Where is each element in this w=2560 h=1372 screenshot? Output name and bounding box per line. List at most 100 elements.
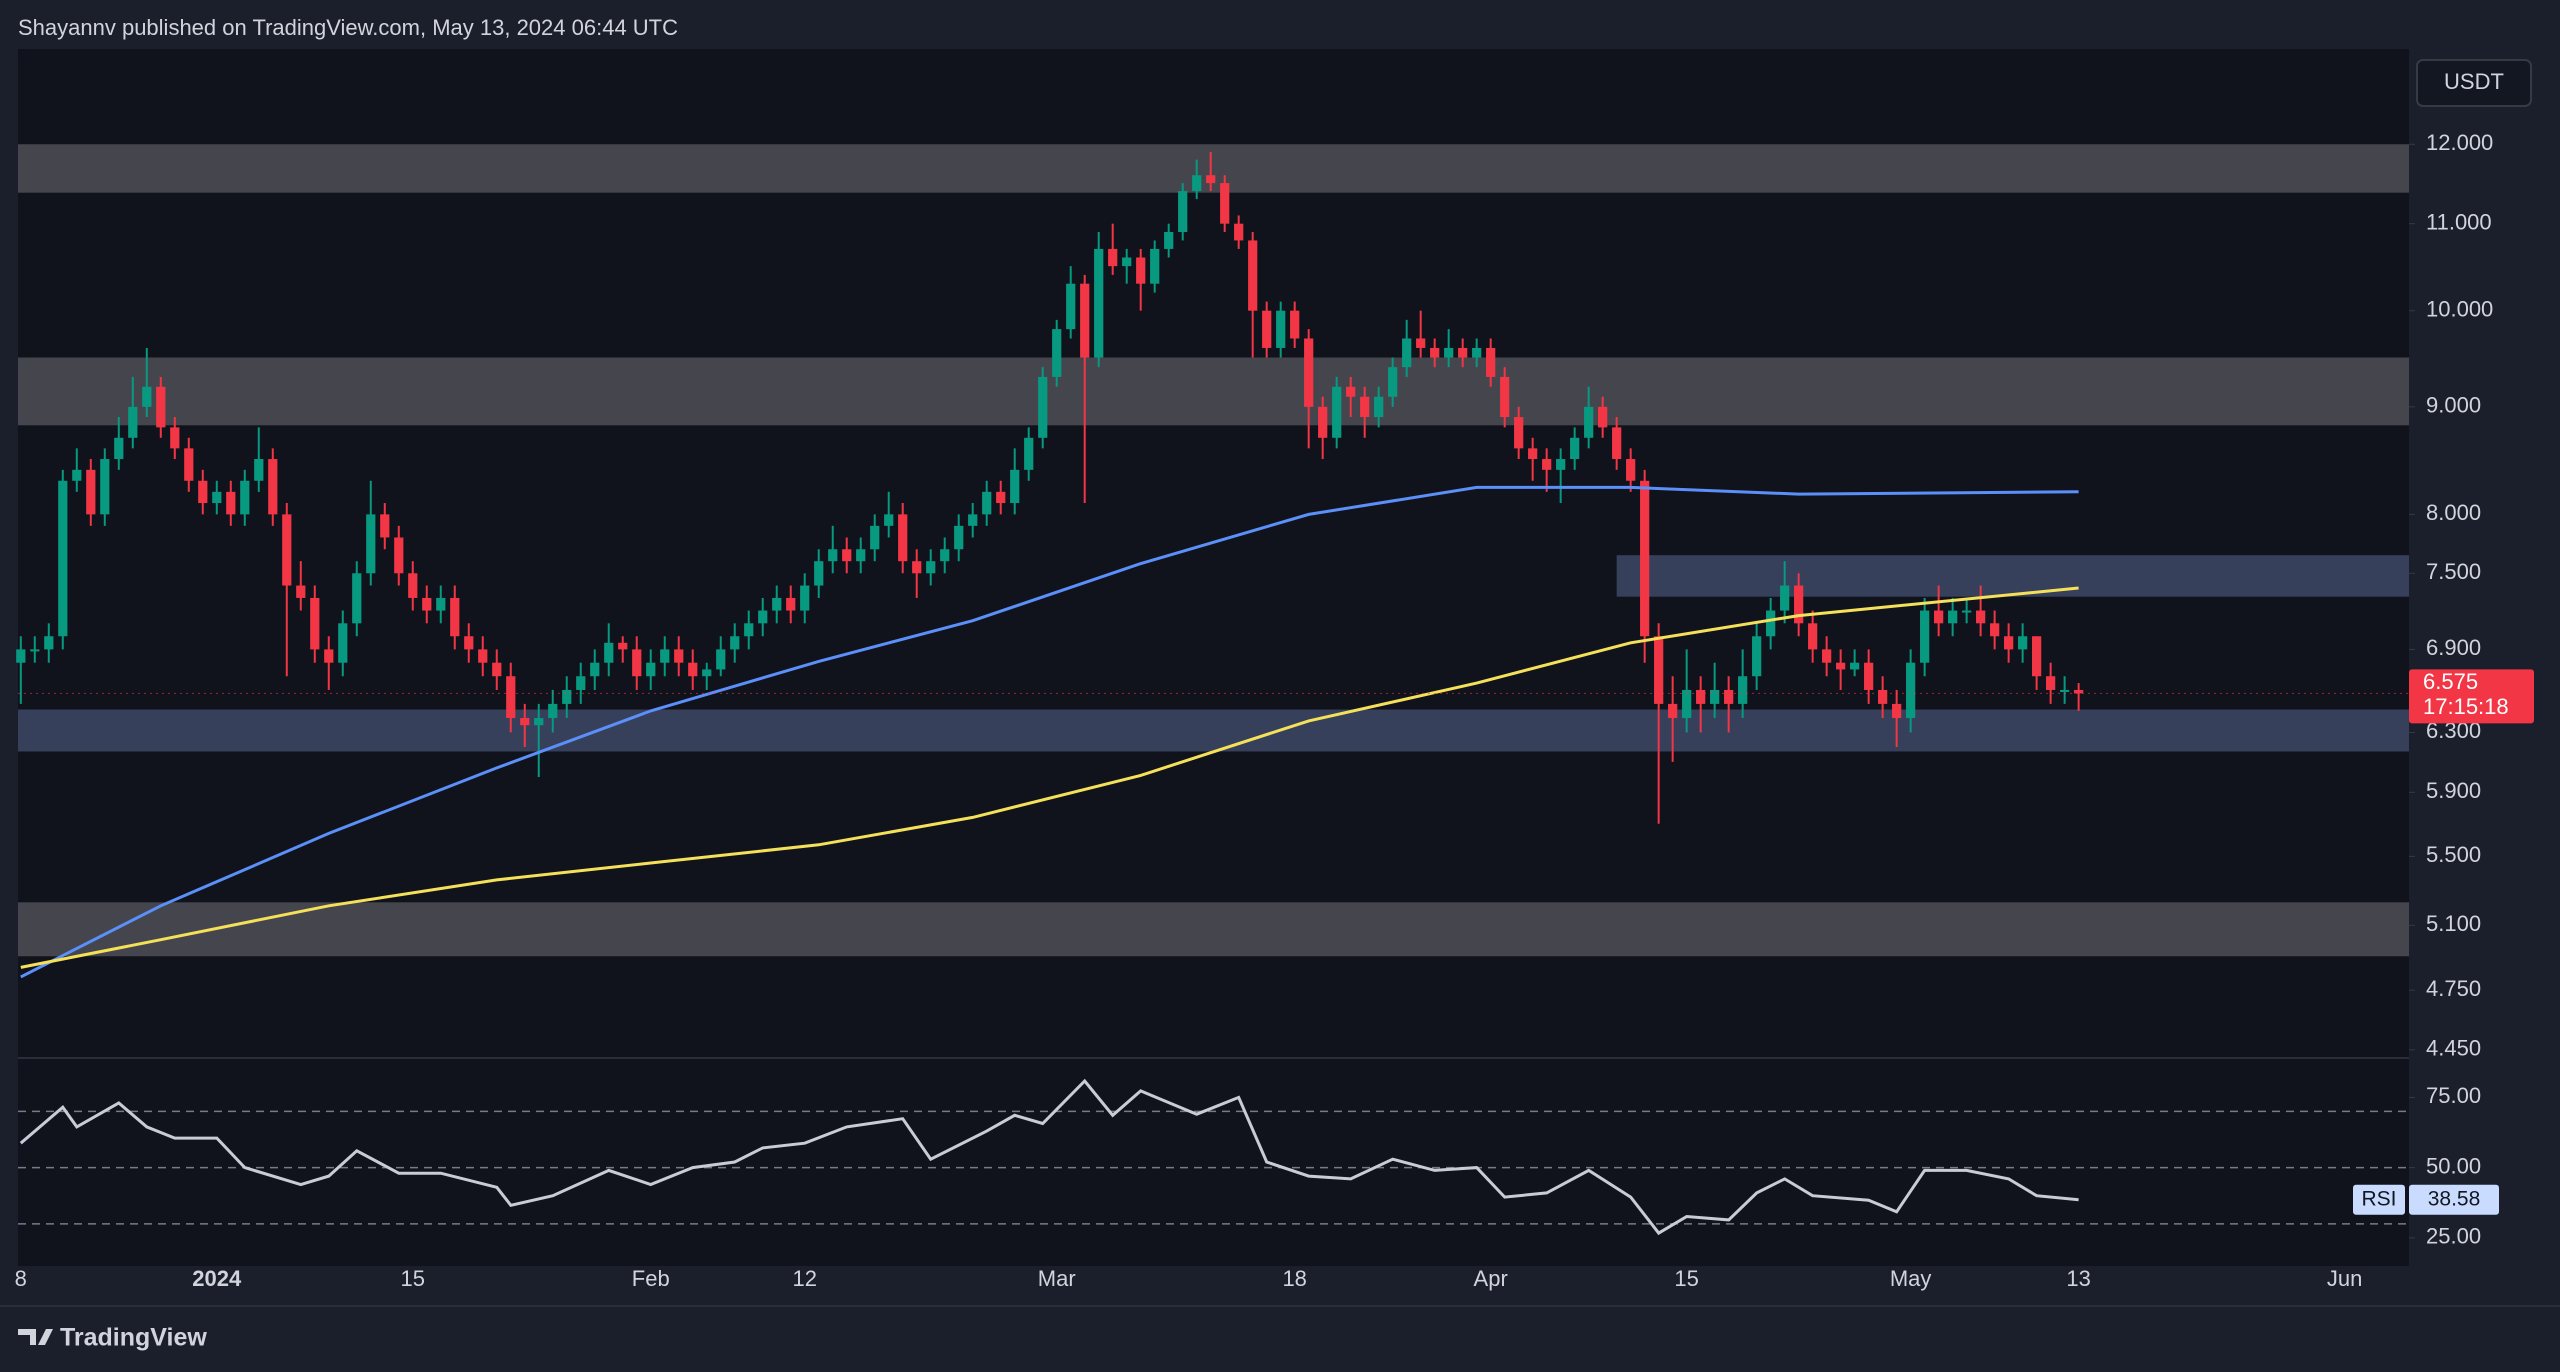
candle-body xyxy=(114,437,124,460)
candle-body xyxy=(268,459,278,515)
candle-body xyxy=(842,549,852,562)
candle-body xyxy=(86,469,96,515)
candle-body xyxy=(758,610,768,624)
candle-body xyxy=(1192,175,1202,192)
candle-body xyxy=(1178,191,1188,233)
currency-label[interactable]: USDT xyxy=(2444,69,2504,94)
candle-body xyxy=(1920,610,1930,663)
candle-body xyxy=(422,597,432,611)
candle-body xyxy=(478,649,488,663)
candle-body xyxy=(30,649,40,652)
candle-body xyxy=(436,597,446,611)
candle-body xyxy=(142,386,152,407)
rsi-y-tick-label: 75.00 xyxy=(2426,1083,2481,1108)
candle-body xyxy=(1038,376,1048,438)
price-label-box xyxy=(2409,669,2534,724)
candle-body xyxy=(1066,283,1076,330)
x-tick-label: 2024 xyxy=(192,1266,242,1291)
candle-body xyxy=(72,469,82,481)
candle-body xyxy=(338,623,348,663)
candle-body xyxy=(744,623,754,637)
rsi-y-tick-label: 50.00 xyxy=(2426,1153,2481,1178)
candle-body xyxy=(1094,248,1104,358)
candle-body xyxy=(898,514,908,562)
rsi-y-tick-label: 25.00 xyxy=(2426,1224,2481,1249)
candle-body xyxy=(632,649,642,677)
currency-button[interactable] xyxy=(2416,59,2532,107)
candle-body xyxy=(1612,427,1622,460)
y-tick-label: 7.500 xyxy=(2426,559,2481,584)
price-label: 6.575 xyxy=(2423,669,2478,694)
candle-body xyxy=(688,662,698,677)
candle-body xyxy=(1206,175,1216,184)
x-tick-label: May xyxy=(1890,1266,1932,1291)
x-tick-label: 15 xyxy=(401,1266,425,1291)
candle-body xyxy=(1528,448,1538,460)
y-tick-label: 12.000 xyxy=(2426,130,2493,155)
moving-average-line xyxy=(20,485,2079,979)
candle-body xyxy=(1640,480,1650,637)
plot-background xyxy=(18,49,2409,1266)
candle-body xyxy=(562,689,572,704)
candle-body xyxy=(786,597,796,611)
rsi-name-box xyxy=(2353,1184,2405,1215)
candle-body xyxy=(1514,417,1524,449)
candle-body xyxy=(1542,459,1552,470)
y-tick-label: 9.000 xyxy=(2426,393,2481,418)
candle-body xyxy=(1556,459,1566,470)
candle-body xyxy=(2004,636,2014,650)
rsi-name: RSI xyxy=(2361,1187,2396,1210)
candle-body xyxy=(296,585,306,598)
y-tick-label: 5.100 xyxy=(2426,911,2481,936)
candle-body xyxy=(1360,396,1370,418)
candle-body xyxy=(1682,689,1692,719)
candle-body xyxy=(982,491,992,515)
candle-body xyxy=(1570,437,1580,460)
candle-body xyxy=(1276,310,1286,348)
candle-body xyxy=(1836,662,1846,670)
y-tick-label: 4.750 xyxy=(2426,976,2481,1001)
candle-body xyxy=(1668,703,1678,719)
candle-body xyxy=(1780,585,1790,611)
candle-body xyxy=(394,537,404,574)
candle-body xyxy=(1234,223,1244,241)
x-tick-label: Apr xyxy=(1474,1266,1508,1291)
candle-body xyxy=(1458,347,1468,358)
zone xyxy=(18,357,2409,426)
candle-body xyxy=(618,642,628,650)
candle-body xyxy=(800,585,810,611)
candle-body xyxy=(1990,623,2000,637)
candle-body xyxy=(1472,347,1482,358)
candle-body xyxy=(996,491,1006,504)
candle-body xyxy=(1976,610,1986,624)
candle-body xyxy=(212,491,222,504)
candle-body xyxy=(1290,310,1300,339)
candle-body xyxy=(534,718,544,726)
logo-icon[interactable] xyxy=(18,1329,53,1345)
header-text: Shayannv published on TradingView.com, M… xyxy=(18,15,678,40)
x-tick-label: 12 xyxy=(792,1266,816,1291)
candle-body xyxy=(870,525,880,550)
candle-body xyxy=(2060,689,2070,692)
tradingview-logo[interactable]: TradingView xyxy=(18,1324,207,1352)
candle-body xyxy=(1332,386,1342,438)
candle-body xyxy=(1864,662,1874,690)
logo-text[interactable]: TradingView xyxy=(60,1324,207,1352)
candle-body xyxy=(156,386,166,428)
candle-body xyxy=(1430,347,1440,358)
candle-body xyxy=(1220,183,1230,224)
candle-body xyxy=(44,636,54,650)
candle-body xyxy=(1878,689,1888,704)
x-tick-label: Mar xyxy=(1038,1266,1076,1291)
candle-body xyxy=(1304,338,1314,407)
candle-body xyxy=(1934,610,1944,624)
candle-body xyxy=(576,676,586,690)
candle-body xyxy=(814,561,824,586)
candle-body xyxy=(1892,703,1902,719)
candle-body xyxy=(1654,636,1664,704)
candle-body xyxy=(940,549,950,562)
candle-body xyxy=(1710,689,1720,704)
candle-body xyxy=(730,636,740,650)
rsi-value-box xyxy=(2409,1184,2499,1215)
